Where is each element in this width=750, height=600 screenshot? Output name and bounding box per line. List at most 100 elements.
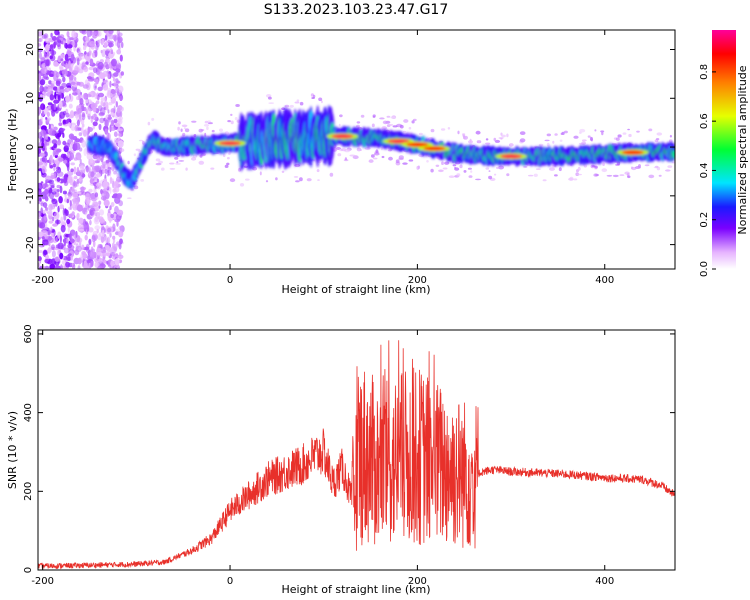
noise-blob — [88, 166, 91, 174]
colorbar-ticks: 0.0 0.2 0.4 0.6 0.8 — [699, 64, 716, 277]
noise-blob — [601, 131, 604, 136]
noise-blob — [533, 173, 538, 177]
noise-blob — [76, 178, 80, 184]
noise-blob — [55, 80, 61, 87]
noise-blob — [87, 126, 91, 134]
noise-blob — [83, 262, 89, 269]
noise-blob — [95, 40, 98, 46]
noise-blob — [83, 40, 86, 46]
noise-blob — [399, 124, 404, 129]
noise-blob — [94, 204, 100, 212]
noise-blob — [51, 250, 56, 258]
noise-blob — [57, 205, 60, 213]
noise-blob — [528, 174, 534, 177]
colorbar-tick-label: 0.6 — [699, 113, 710, 129]
noise-blob — [47, 102, 53, 106]
noise-blob — [435, 164, 440, 167]
noise-blob — [92, 113, 98, 121]
noise-blob — [98, 112, 105, 117]
y-tick-label: 0 — [25, 144, 36, 150]
noise-blob — [371, 154, 375, 158]
noise-blob — [227, 157, 230, 160]
noise-blob — [66, 237, 69, 244]
noise-blob — [51, 36, 57, 41]
noise-blob — [177, 126, 180, 131]
noise-blob — [95, 100, 100, 105]
noise-blob — [356, 124, 360, 128]
x-tick-label: 400 — [595, 275, 614, 286]
noise-blob — [99, 244, 103, 249]
noise-blob — [38, 256, 42, 262]
noise-blob — [554, 174, 558, 177]
noise-blob — [58, 157, 64, 162]
noise-blob — [57, 31, 60, 37]
noise-blob — [56, 40, 61, 48]
noise-blob — [104, 34, 108, 41]
noise-blob — [94, 50, 98, 58]
noise-blob — [99, 117, 105, 124]
noise-blob — [38, 182, 43, 191]
noise-blob — [494, 173, 497, 176]
figure-title: S133.2023.103.23.47.G17 — [264, 2, 449, 18]
noise-blob — [86, 30, 93, 37]
noise-blob — [411, 120, 415, 124]
noise-blob — [66, 31, 70, 37]
noise-blob — [66, 118, 70, 124]
noise-blob — [161, 167, 165, 171]
noise-blob — [549, 167, 555, 171]
noise-blob — [109, 80, 112, 88]
noise-blob — [109, 168, 112, 177]
noise-blob — [89, 251, 95, 258]
noise-blob — [69, 152, 75, 160]
noise-blob — [111, 195, 117, 199]
noise-blob — [40, 115, 44, 122]
noise-blob — [581, 141, 586, 145]
noise-blob — [97, 182, 100, 186]
noise-blob — [119, 238, 123, 245]
noise-blob — [88, 227, 94, 233]
noise-blob — [587, 135, 591, 138]
noise-blob — [644, 164, 650, 167]
noise-blob — [656, 132, 663, 136]
noise-blob — [198, 128, 203, 133]
noise-blob — [268, 96, 272, 100]
x-tick-label: 200 — [408, 576, 427, 587]
noise-blob — [416, 165, 420, 170]
noise-blob — [70, 125, 76, 131]
noise-blob — [340, 148, 347, 152]
noise-blob — [97, 92, 105, 98]
noise-blob — [373, 152, 380, 156]
noise-blob — [41, 34, 47, 39]
noise-blob — [68, 94, 74, 103]
noise-blob — [47, 229, 51, 236]
noise-blob — [75, 230, 78, 238]
noise-blob — [41, 229, 48, 237]
noise-blob — [84, 234, 88, 241]
noise-blob — [430, 128, 435, 133]
noise-blob — [418, 132, 423, 136]
noise-blob — [101, 38, 105, 44]
x-tick-label: -200 — [31, 275, 54, 286]
noise-blob — [569, 176, 574, 181]
noise-blob — [155, 162, 162, 166]
noise-blob — [63, 176, 68, 184]
noise-blob — [96, 178, 100, 184]
noise-blob — [69, 206, 72, 210]
colorbar-tick-label: 0.4 — [699, 162, 710, 178]
noise-blob — [236, 119, 241, 123]
noise-blob — [38, 161, 44, 166]
noise-blob — [329, 172, 334, 177]
noise-blob — [299, 101, 304, 106]
noise-blob — [91, 235, 96, 243]
noise-blob — [114, 258, 120, 266]
noise-blob — [93, 83, 97, 91]
noise-blob — [227, 120, 231, 123]
noise-blob — [158, 160, 163, 164]
noise-blob — [108, 30, 114, 35]
noise-blob — [636, 130, 640, 133]
noise-blob — [116, 60, 120, 66]
noise-blob — [230, 120, 234, 125]
noise-blob — [204, 132, 207, 137]
noise-blob — [155, 158, 161, 162]
noise-blob — [110, 112, 114, 116]
